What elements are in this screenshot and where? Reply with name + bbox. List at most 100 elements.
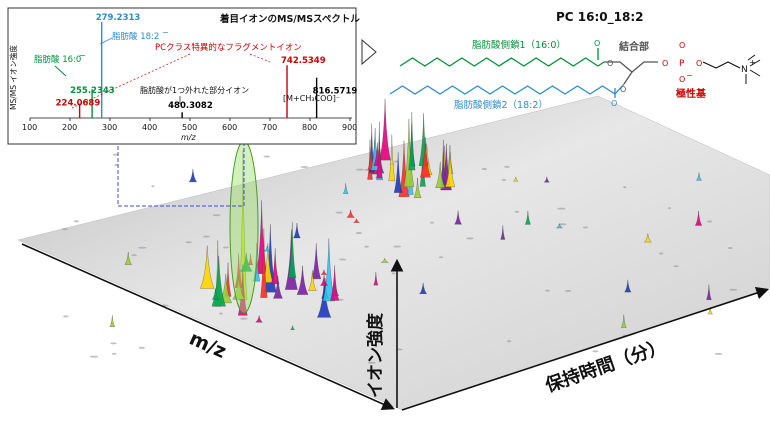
surface-dot [466,237,474,240]
inset-tick-label-200: 200 [62,123,77,132]
surface-dot [514,210,519,213]
surface-peak [342,183,349,194]
surface-dot [61,228,69,231]
surface-dot [355,231,363,234]
inset-peak-label-5: 816.5719 [313,87,358,97]
surface-peak [376,121,383,179]
surface-peak [706,284,712,300]
surface-dot [219,312,223,315]
surface-peak [237,264,248,316]
methyl-2 [749,69,761,77]
surface-peak [500,225,506,240]
surface-dot [391,272,396,275]
surface-peak [311,243,322,280]
guide-line [117,140,245,207]
anno-pc-arrow-right [249,53,271,63]
anno-fa-loss: 脂肪酸が1つ外れた部分イオン [140,85,249,95]
inset-tick-label-300: 300 [102,123,117,132]
surface-dot [73,220,79,223]
surface-peak [255,315,263,323]
chain2-bonds [389,83,625,95]
surface-peak [234,253,243,288]
surface-peak [408,112,416,171]
choline-methyls [747,54,756,61]
surface-dot [366,340,374,343]
surface-dot [673,265,679,268]
surface-dot [151,185,155,188]
surface-dot [110,342,117,345]
surface-peak [393,152,403,193]
phosphate-o-2: O [679,41,685,50]
surface-peak [694,210,703,226]
choline-chain [702,61,741,69]
surface-peak [445,152,456,188]
inset-tick-label-800: 800 [302,123,317,132]
surface-dot [667,207,672,210]
phosphate-o-3: O [679,75,685,84]
surface-peak [707,307,713,315]
surface-peaks [109,98,713,330]
surface-peak [263,245,271,252]
surface-peak [543,176,550,183]
inset-xlabel: m/z [181,133,196,142]
surface-peak [435,161,446,188]
surface-peak [624,279,632,293]
ester-o-1: O [607,59,613,68]
inset-title: 着目イオンのMS/MSスペクトル [219,13,360,25]
surface-peak [188,168,197,183]
surface-peak [512,176,519,182]
surface-dot [592,350,599,353]
surface-dot [239,317,248,320]
nitrogen: N [741,65,748,75]
methyl-1 [749,59,761,67]
inset-tick-label-400: 400 [142,123,157,132]
surface-dot [506,340,512,343]
surface-dot [131,254,137,257]
surface-dot [364,245,369,248]
inset-peak-label-2: 279.2313 [96,13,141,23]
surface-dot [62,315,69,318]
phosphate-o-1: O [662,59,668,68]
surface-dot [393,245,402,248]
surface-peak [296,265,309,295]
msms-inset: 着目イオンのMS/MSスペクトル MS/MS イオン強度 100 200 300 40… [7,7,360,145]
surface-dot [545,289,550,292]
surface-dot [111,352,117,355]
anno-fa160: 脂肪酸 16:0 [34,54,81,65]
surface-peak [379,98,391,161]
phosphate-o-4: O [696,59,702,68]
anno-precursor: [M+CH₃COO]⁻ [283,94,340,103]
surface-dot [137,246,147,249]
surface-peak [124,252,132,265]
molecule-structure: PC 16:0_18:2 脂肪酸側鎖1（16:0） 脂肪酸側鎖2（18:2） 結… [389,10,761,111]
surface-dot [556,207,566,210]
chain1-label: 脂肪酸側鎖1（16:0） [472,39,566,51]
surface-floor [17,95,770,411]
surface-dot [439,256,444,259]
anno-fa160-arrow [54,65,67,77]
carbonyl-o-1: O [594,39,600,48]
surface-peak [260,228,268,298]
inset-peak-labels: 224.0689 255.2343 279.2313 480.3082 742.5349… [56,13,358,111]
inset-peak-label-1: 255.2343 [70,86,115,96]
inset-peak-label-4: 742.5349 [281,56,326,66]
glycerol-ester-2 [623,71,633,85]
surface-dot [335,211,344,214]
inset-ticks: 100 200 300 400 500 600 700 800 900 [22,118,357,132]
surface-dot [222,246,229,249]
surface-peak [388,134,396,182]
surface-peak [273,275,283,299]
inset-tick-label-100: 100 [22,123,37,132]
ester-o-2: O [620,85,626,94]
phosphorus: P [679,59,685,69]
surface-dot [112,153,119,156]
surface-dot [582,226,589,229]
mz-axis-line [21,243,395,410]
surface-dot [364,168,368,171]
surface-dot [185,241,192,244]
surface-peak [413,177,422,198]
surface-dot [565,289,572,292]
surface-peak [330,265,340,301]
surface-dot [202,235,210,238]
axis-intensity-label: イオン強度 [365,312,386,398]
